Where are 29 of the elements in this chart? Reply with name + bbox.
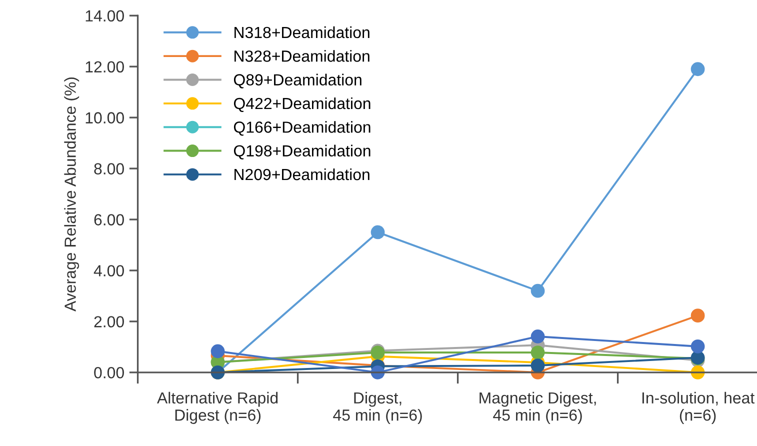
point [530, 284, 545, 298]
y-tick-label: 8.00 [94, 163, 124, 174]
x-tick-label: Digest, 45 min (n=6) [333, 392, 422, 424]
y-tick-label: 14.00 [86, 10, 124, 22]
legend-label: Q422+Deamidation [234, 97, 370, 112]
x-tick-label: Alternative Rapid Digest (n=6) [156, 392, 278, 424]
y-tick-label: 10.00 [86, 112, 124, 124]
point [690, 62, 705, 76]
point [370, 225, 385, 240]
point [690, 339, 705, 354]
legend-label: Q89+Deamidation [234, 74, 362, 88]
x-tick-label: In-solution, heat (n=6) [642, 392, 755, 424]
y-tick-label: 0.00 [94, 367, 124, 378]
x-tick-label: Magnetic Digest, 45 min (n=6) [480, 392, 596, 424]
y-tick-label: 2.00 [94, 316, 124, 328]
point [210, 344, 225, 358]
y-tick-label: 12.00 [86, 61, 124, 73]
y-tick-label: 6.00 [94, 214, 124, 226]
point [690, 308, 705, 323]
y-tick-label: 4.00 [94, 265, 124, 276]
point [530, 346, 545, 360]
legend-label: N318+Deamidation [234, 26, 370, 38]
legend-label: Q166+Deamidation [234, 121, 370, 136]
legend-label: N328+Deamidation [234, 50, 370, 62]
point [530, 330, 545, 344]
legend-label: N209+Deamidation [234, 168, 370, 180]
point [530, 358, 545, 372]
y-axis-title: Average Relative Abundance (%) [64, 77, 80, 312]
legend-label: Q198+Deamidation [234, 144, 370, 160]
